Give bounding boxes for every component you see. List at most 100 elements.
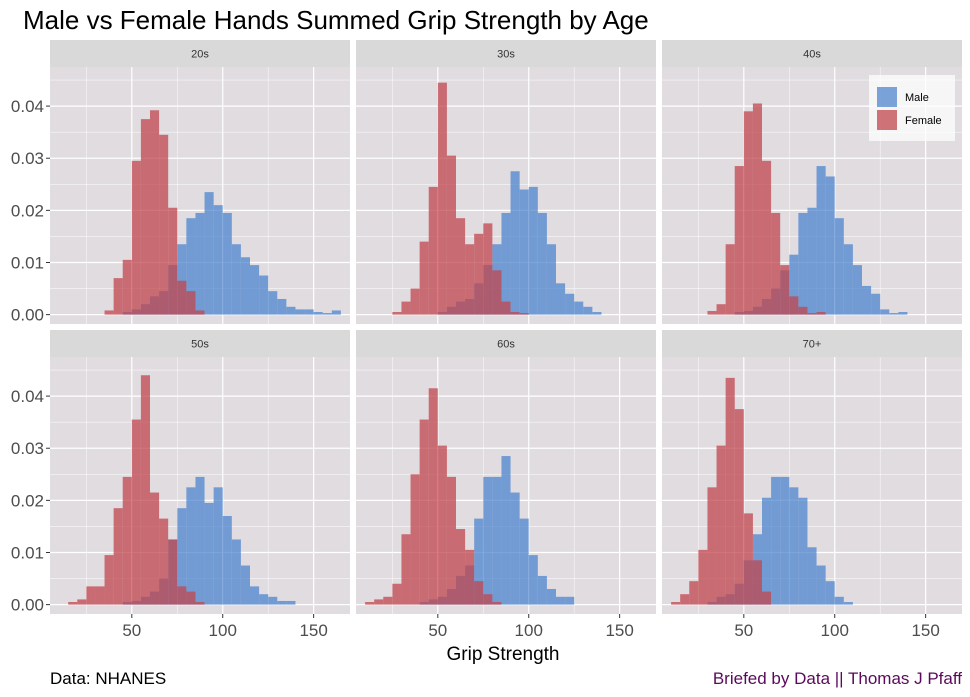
bar [231,244,241,315]
bar [365,602,375,605]
strip-background [50,40,350,67]
bar [286,306,296,315]
series-female [707,103,826,315]
bar [122,259,132,315]
legend-box [869,75,955,141]
bar [807,313,817,315]
bar [374,599,384,605]
x-tick-label: 100 [209,621,237,640]
bar [734,166,744,315]
bar [240,565,250,605]
strip-background [662,330,962,357]
bar [474,518,484,605]
bar [446,476,456,605]
bar [286,600,296,605]
panel-30s: 30s [356,40,656,324]
bar [862,285,872,315]
strip-label: 70+ [803,339,822,351]
bar [474,581,484,605]
bar [140,375,150,605]
bar [565,596,575,605]
x-tick-label: 150 [605,621,633,640]
series-female [365,388,502,605]
bar [789,254,799,315]
bar [483,223,493,315]
y-tick-label: 0.03 [11,439,44,458]
bar [816,312,826,315]
bar [771,476,781,605]
x-tick-label: 100 [515,621,543,640]
bar [743,513,753,605]
x-tick-label: 50 [428,621,447,640]
bar [798,212,808,315]
bar [871,293,881,315]
bar [222,212,232,315]
bar [798,497,808,605]
bar [195,310,205,315]
bar [437,82,447,315]
x-axis-title: Grip Strength [447,644,560,665]
bar [113,508,123,605]
bar [574,301,584,315]
series-female [68,375,205,605]
bar [410,288,420,315]
bar [259,594,269,605]
bar [807,547,817,605]
x-tick-label: 100 [821,621,849,640]
bar [186,218,196,315]
bar [510,171,520,315]
y-tick-label: 0.02 [11,491,44,510]
bar [825,176,835,315]
bar [825,581,835,605]
bar [789,296,799,315]
panel-50s: 50s 0.00 0.01 0.02 0.03 0.04 50 100 150 [11,330,350,640]
bar [725,244,735,315]
bar [456,529,466,605]
bar [780,265,790,315]
caption-credit: Briefed by Data || Thomas J Pfaff [713,669,962,688]
bar [834,218,844,315]
bar [519,518,529,605]
bar [131,419,141,605]
bar [752,103,762,315]
bar [159,518,169,605]
bar [898,312,908,315]
bar [428,388,438,605]
strip-label: 20s [191,49,209,61]
bar [419,419,429,605]
bar [177,244,187,315]
bar [177,280,187,315]
bar [437,445,447,605]
bar [419,241,429,315]
y-tick-label: 0.01 [11,543,44,562]
bar [689,581,699,605]
bar [322,313,332,315]
bar [716,304,726,315]
bar [86,586,96,605]
bar [401,534,411,605]
bar [240,257,250,315]
bar [392,312,402,315]
legend-swatch-female [877,110,897,130]
bar [177,508,187,605]
bar [331,310,341,315]
bar [519,313,529,315]
bar [250,265,260,315]
bar [592,312,602,315]
bar [410,474,420,605]
strip-background [356,330,656,357]
legend-label-male: Male [905,92,929,104]
bar [743,111,753,315]
panel-60s: 60s 50 100 150 [356,330,656,640]
bar [519,189,529,315]
bar [177,586,187,605]
bar [852,265,862,315]
bar [268,291,278,315]
strip-label: 60s [497,339,515,351]
bar [816,166,826,315]
bar [150,110,160,315]
bar [501,456,511,605]
y-tick-label: 0.04 [11,97,44,116]
bar [816,565,826,605]
